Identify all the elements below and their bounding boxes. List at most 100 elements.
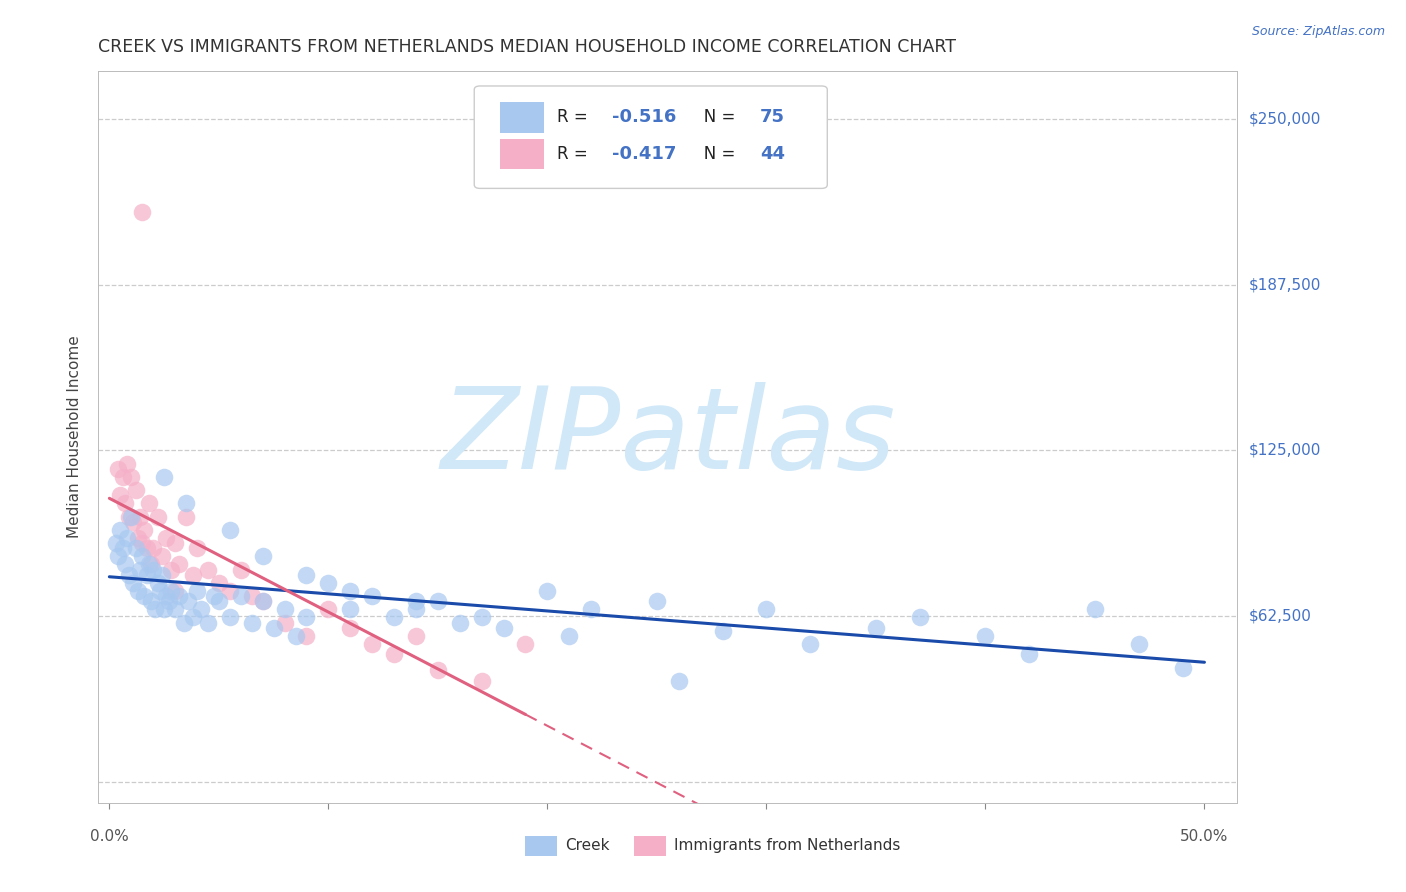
Point <box>159 583 181 598</box>
Point <box>471 610 494 624</box>
Point <box>127 531 149 545</box>
Point <box>181 567 204 582</box>
Text: 0.0%: 0.0% <box>90 830 129 845</box>
Point <box>110 488 132 502</box>
Point <box>122 575 145 590</box>
Point <box>142 541 165 556</box>
Point <box>405 629 427 643</box>
Point <box>138 496 160 510</box>
Point <box>755 602 778 616</box>
Text: CREEK VS IMMIGRANTS FROM NETHERLANDS MEDIAN HOUSEHOLD INCOME CORRELATION CHART: CREEK VS IMMIGRANTS FROM NETHERLANDS MED… <box>98 38 956 56</box>
Point <box>157 594 180 608</box>
Point <box>111 541 134 556</box>
Point <box>114 558 136 572</box>
Text: $250,000: $250,000 <box>1249 112 1320 127</box>
Point <box>165 583 187 598</box>
Text: Immigrants from Netherlands: Immigrants from Netherlands <box>673 838 900 854</box>
Point <box>197 563 219 577</box>
Point <box>1018 648 1040 662</box>
Point <box>799 637 821 651</box>
Point <box>229 563 252 577</box>
Point <box>711 624 734 638</box>
Point <box>339 621 361 635</box>
Text: 44: 44 <box>761 145 785 163</box>
Bar <box>634 836 665 856</box>
Point <box>165 536 187 550</box>
Point <box>295 567 318 582</box>
Point <box>273 602 295 616</box>
Point <box>153 470 176 484</box>
Point <box>1128 637 1150 651</box>
Point <box>120 509 142 524</box>
Text: $125,000: $125,000 <box>1249 442 1320 458</box>
Point <box>146 575 169 590</box>
Point <box>131 536 153 550</box>
Point <box>165 602 187 616</box>
Text: N =: N = <box>689 109 741 127</box>
Point <box>252 594 274 608</box>
Point <box>131 549 153 564</box>
Point <box>339 602 361 616</box>
Point <box>426 594 449 608</box>
Point <box>197 615 219 630</box>
Point <box>273 615 295 630</box>
Point <box>122 515 145 529</box>
Point <box>150 549 173 564</box>
Point <box>252 594 274 608</box>
Point <box>174 496 197 510</box>
Point <box>181 610 204 624</box>
Bar <box>526 836 557 856</box>
Text: Creek: Creek <box>565 838 610 854</box>
Point <box>204 589 226 603</box>
Point <box>284 629 307 643</box>
Text: Source: ZipAtlas.com: Source: ZipAtlas.com <box>1251 25 1385 38</box>
Point <box>218 583 240 598</box>
Point <box>515 637 537 651</box>
Text: N =: N = <box>689 145 741 163</box>
Point <box>536 583 558 598</box>
Point <box>449 615 471 630</box>
Point <box>110 523 132 537</box>
Point <box>229 589 252 603</box>
Point <box>1171 660 1194 674</box>
Point <box>240 589 263 603</box>
Point <box>426 663 449 677</box>
Point <box>492 621 515 635</box>
Point <box>142 563 165 577</box>
Text: $62,500: $62,500 <box>1249 608 1312 624</box>
Point <box>361 637 384 651</box>
Point <box>107 462 129 476</box>
Point <box>145 602 167 616</box>
Point <box>159 563 181 577</box>
Point <box>155 589 177 603</box>
Point <box>190 602 212 616</box>
Text: -0.516: -0.516 <box>612 109 676 127</box>
Point <box>579 602 602 616</box>
Point <box>146 509 169 524</box>
Point <box>169 558 191 572</box>
FancyBboxPatch shape <box>474 86 827 188</box>
Point <box>169 589 191 603</box>
Point <box>208 575 231 590</box>
Point <box>139 594 162 608</box>
Point <box>177 594 200 608</box>
Point <box>382 648 405 662</box>
Text: $187,500: $187,500 <box>1249 277 1320 293</box>
Point <box>149 583 172 598</box>
Point <box>865 621 887 635</box>
Point <box>135 541 157 556</box>
Point <box>174 509 197 524</box>
Point <box>218 523 240 537</box>
Text: ZIPatlas: ZIPatlas <box>440 382 896 492</box>
Point <box>263 621 285 635</box>
Point <box>471 673 494 688</box>
Point <box>120 470 142 484</box>
Point <box>104 536 127 550</box>
Point <box>107 549 129 564</box>
Point <box>1084 602 1107 616</box>
Point <box>127 583 149 598</box>
Point <box>135 567 157 582</box>
Point <box>382 610 405 624</box>
Text: 75: 75 <box>761 109 785 127</box>
Text: 50.0%: 50.0% <box>1180 830 1229 845</box>
